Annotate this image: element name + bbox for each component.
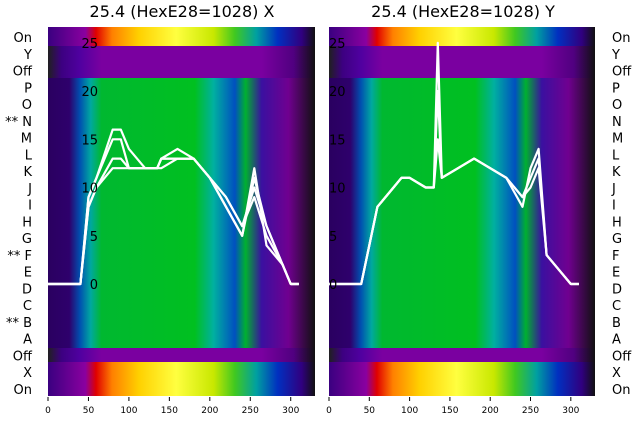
overlay-lines xyxy=(329,41,579,286)
row-label: X xyxy=(612,366,621,381)
row-label: E xyxy=(24,266,32,281)
row-label: A xyxy=(23,333,32,348)
overlay-line xyxy=(48,157,299,286)
x-tick-label: 100 xyxy=(120,406,137,416)
heatmap-band-bottom xyxy=(329,348,595,362)
y-tick-label: 20 xyxy=(329,85,346,100)
row-label: O xyxy=(22,98,32,113)
overlay-lines xyxy=(48,128,299,286)
row-label: J xyxy=(611,182,616,197)
y-tick-label: 10 xyxy=(81,182,98,197)
overlay-line xyxy=(329,138,579,286)
row-label: ** N xyxy=(5,115,32,130)
y-tick-label: 25 xyxy=(329,37,346,52)
row-label: K xyxy=(23,165,32,180)
x-tick-label: 150 xyxy=(441,406,458,416)
row-label: E xyxy=(612,266,620,281)
panel-title: 25.4 (HexE28=1028) X xyxy=(90,2,275,21)
x-tick-label: 100 xyxy=(401,406,418,416)
panel-left: 25.4 (HexE28=1028) X 0 50 100 150 200 250 300 … xyxy=(5,2,315,416)
row-label: P xyxy=(612,81,620,96)
row-label: On xyxy=(612,31,630,46)
x-tick-label: 200 xyxy=(201,406,218,416)
y-tick-label: 0 xyxy=(90,278,98,293)
x-axis: 0 50 100 150 200 250 300 xyxy=(326,397,580,416)
row-label: F xyxy=(612,249,619,264)
row-label: On xyxy=(14,31,32,46)
row-label: N xyxy=(612,115,622,130)
row-label: Off xyxy=(13,349,33,364)
x-tick-label: 150 xyxy=(161,406,178,416)
row-label: I xyxy=(612,199,616,214)
x-tick-label: 300 xyxy=(282,406,299,416)
heatmap-band-bottom xyxy=(48,348,315,362)
x-tick-label: 50 xyxy=(364,406,376,416)
row-label: B xyxy=(612,316,621,331)
row-label: I xyxy=(28,199,32,214)
panel-title: 25.4 (HexE28=1028) Y xyxy=(371,2,555,21)
row-label: L xyxy=(25,148,33,163)
row-label: ** B xyxy=(6,316,32,331)
y-tick-label: 0 xyxy=(329,278,337,293)
heatmap-band-top xyxy=(329,46,595,78)
row-label: M xyxy=(612,132,623,147)
x-tick-label: 250 xyxy=(522,406,539,416)
x-tick-label: 200 xyxy=(482,406,499,416)
row-label: G xyxy=(612,232,622,247)
row-label: O xyxy=(612,98,622,113)
row-label: On xyxy=(612,383,630,398)
row-label: H xyxy=(22,215,32,230)
heatmap-band-top-hot xyxy=(329,27,595,46)
row-label: A xyxy=(612,333,621,348)
row-label: P xyxy=(24,81,32,96)
row-label: J xyxy=(27,182,32,197)
y-axis-right: 0 5 10 15 20 25 xyxy=(81,37,98,293)
row-label: C xyxy=(23,299,32,314)
row-label: K xyxy=(612,165,621,180)
heatmap-body xyxy=(329,78,595,348)
x-axis: 0 50 100 150 200 250 300 xyxy=(45,397,300,416)
row-label: On xyxy=(14,383,32,398)
x-tick-label: 300 xyxy=(562,406,579,416)
row-label: Off xyxy=(612,349,632,364)
y-tick-label: 20 xyxy=(81,85,98,100)
row-label: C xyxy=(612,299,621,314)
row-label: X xyxy=(23,366,32,381)
heatmap-band-bottom-hot xyxy=(48,362,315,396)
heatmap-band-bottom-hot xyxy=(329,362,595,396)
x-tick-label: 0 xyxy=(45,406,51,416)
row-label: L xyxy=(612,148,620,163)
x-tick-label: 0 xyxy=(326,406,332,416)
x-tick-label: 250 xyxy=(242,406,259,416)
row-label: Y xyxy=(23,48,32,63)
row-label: Off xyxy=(13,65,33,80)
row-label: Y xyxy=(611,48,620,63)
y-tick-label: 5 xyxy=(329,230,337,245)
row-label: D xyxy=(22,282,32,297)
y-tick-label: 10 xyxy=(329,182,346,197)
heatmap-body xyxy=(48,78,315,348)
row-label: ** F xyxy=(7,249,32,264)
y-tick-label: 15 xyxy=(329,133,346,148)
panel-right: 25.4 (HexE28=1028) Y 0 50 100 150 200 250 300 … xyxy=(326,2,632,416)
y-tick-label: 15 xyxy=(81,133,98,148)
row-label: Off xyxy=(612,65,632,80)
row-label: D xyxy=(612,282,622,297)
y-axis-left: 0 5 10 15 20 25 xyxy=(329,37,346,293)
heatmap-band-top xyxy=(48,46,315,78)
y-tick-label: 5 xyxy=(90,230,98,245)
y-tick-label: 25 xyxy=(81,37,98,52)
row-label: G xyxy=(22,232,32,247)
x-tick-label: 50 xyxy=(83,406,95,416)
row-label: M xyxy=(21,132,32,147)
heatmap-band-top-hot xyxy=(48,27,315,46)
row-label: H xyxy=(612,215,622,230)
